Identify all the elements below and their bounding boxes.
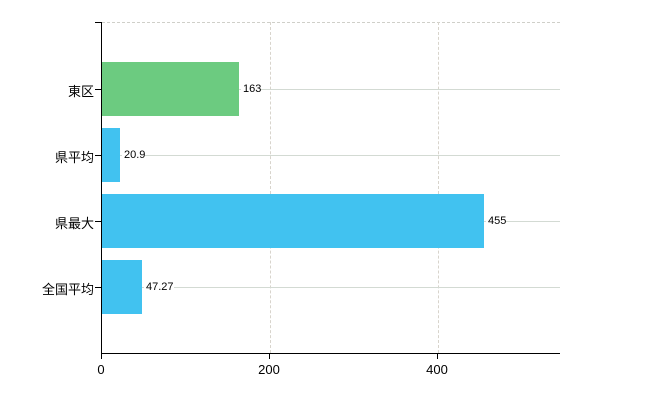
- gridline-horizontal: [102, 155, 560, 156]
- x-axis-tick-label: 400: [426, 362, 448, 377]
- value-label: 163: [241, 83, 262, 96]
- gridline-vertical: [438, 22, 439, 353]
- y-axis-tick: [95, 287, 101, 288]
- category-label: 県平均: [54, 150, 94, 165]
- y-axis-tick: [95, 221, 101, 222]
- gridline-horizontal: [102, 89, 560, 90]
- x-axis-tick-label: 200: [258, 362, 280, 377]
- category-label: 県最大: [54, 216, 94, 231]
- gridline-vertical: [270, 22, 271, 353]
- plot-area: 163 20.9 455 47.27: [101, 22, 560, 354]
- y-axis-top-tick: [95, 22, 101, 23]
- y-axis-tick: [95, 89, 101, 90]
- bar-4: [102, 260, 142, 314]
- category-label: 全国平均: [41, 282, 94, 297]
- x-axis-tick: [269, 354, 270, 359]
- x-axis-tick: [101, 354, 102, 359]
- bar-3: [102, 194, 484, 248]
- value-label: 455: [486, 215, 507, 228]
- value-label: 47.27: [144, 281, 174, 294]
- bar-2: [102, 128, 120, 182]
- category-label: 東区: [67, 84, 94, 99]
- gridline-top: [102, 22, 560, 23]
- value-label: 20.9: [122, 149, 146, 162]
- bar-1: [102, 62, 239, 116]
- x-axis-tick: [437, 354, 438, 359]
- gridline-horizontal: [102, 287, 560, 288]
- y-axis-tick: [95, 155, 101, 156]
- x-axis-tick-label: 0: [97, 362, 105, 377]
